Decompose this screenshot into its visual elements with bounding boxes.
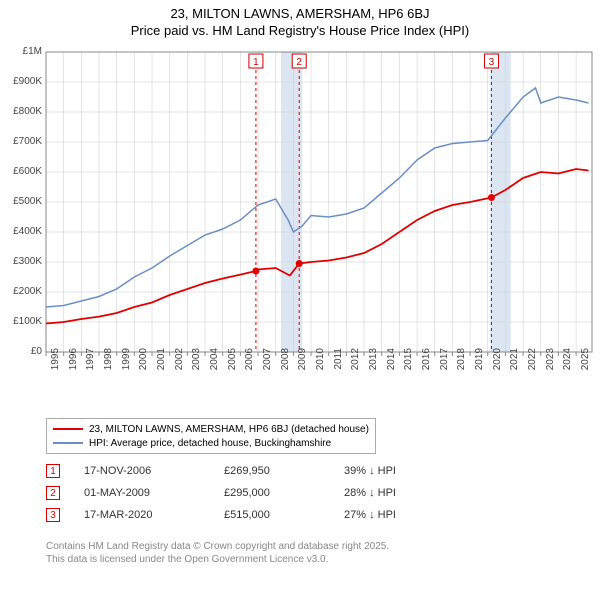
- x-tick-label: 2001: [156, 348, 167, 388]
- legend-label-price: 23, MILTON LAWNS, AMERSHAM, HP6 6BJ (det…: [89, 424, 369, 435]
- legend-swatch-price: [53, 428, 83, 430]
- event-marker-2: 2: [46, 486, 60, 500]
- svg-text:1: 1: [253, 57, 259, 68]
- event-price-2: £295,000: [224, 487, 344, 499]
- event-price-1: £269,950: [224, 465, 344, 477]
- footnote: Contains HM Land Registry data © Crown c…: [46, 540, 389, 566]
- chart-plot-area: 1 2 3 £0 £100K £200K £300K £400K £500K £600K £700…: [0, 42, 600, 412]
- x-tick-label: 2022: [527, 348, 538, 388]
- x-tick-label: 2000: [138, 348, 149, 388]
- y-tick-label: £100K: [0, 316, 42, 327]
- legend-item-hpi: HPI: Average price, detached house, Buck…: [53, 436, 369, 450]
- x-tick-label: 2020: [492, 348, 503, 388]
- y-tick-label: £1M: [0, 46, 42, 57]
- x-tick-label: 1996: [68, 348, 79, 388]
- x-tick-label: 1997: [85, 348, 96, 388]
- y-tick-label: £700K: [0, 136, 42, 147]
- svg-text:2: 2: [296, 57, 302, 68]
- x-tick-label: 2007: [262, 348, 273, 388]
- x-tick-label: 2014: [386, 348, 397, 388]
- x-tick-label: 2002: [174, 348, 185, 388]
- x-tick-label: 2016: [421, 348, 432, 388]
- y-tick-label: £0: [0, 346, 42, 357]
- x-tick-label: 1999: [121, 348, 132, 388]
- event-row-1: 1 17-NOV-2006 £269,950 39% ↓ HPI: [46, 460, 464, 482]
- footnote-line1: Contains HM Land Registry data © Crown c…: [46, 540, 389, 553]
- x-tick-label: 2021: [509, 348, 520, 388]
- x-tick-label: 2005: [227, 348, 238, 388]
- chart-subtitle: Price paid vs. HM Land Registry's House …: [0, 23, 600, 38]
- chart-title-address: 23, MILTON LAWNS, AMERSHAM, HP6 6BJ: [0, 6, 600, 21]
- event-date-1: 17-NOV-2006: [84, 465, 224, 477]
- x-tick-label: 1995: [50, 348, 61, 388]
- y-tick-label: £300K: [0, 256, 42, 267]
- legend-swatch-hpi: [53, 442, 83, 444]
- legend: 23, MILTON LAWNS, AMERSHAM, HP6 6BJ (det…: [46, 418, 376, 454]
- x-tick-label: 2019: [474, 348, 485, 388]
- event-table: 1 17-NOV-2006 £269,950 39% ↓ HPI 2 01-MA…: [46, 460, 464, 526]
- event-marker-3: 3: [46, 508, 60, 522]
- x-tick-label: 2008: [280, 348, 291, 388]
- svg-text:3: 3: [489, 57, 495, 68]
- x-tick-label: 2024: [562, 348, 573, 388]
- y-tick-label: £500K: [0, 196, 42, 207]
- x-tick-label: 1998: [103, 348, 114, 388]
- y-tick-label: £900K: [0, 76, 42, 87]
- x-tick-label: 2010: [315, 348, 326, 388]
- y-tick-label: £600K: [0, 166, 42, 177]
- chart-container: 23, MILTON LAWNS, AMERSHAM, HP6 6BJ Pric…: [0, 0, 600, 590]
- event-pct-1: 39% ↓ HPI: [344, 465, 464, 477]
- event-pct-3: 27% ↓ HPI: [344, 509, 464, 521]
- event-date-3: 17-MAR-2020: [84, 509, 224, 521]
- x-tick-label: 2015: [403, 348, 414, 388]
- x-tick-label: 2009: [297, 348, 308, 388]
- x-tick-label: 2011: [333, 348, 344, 388]
- x-tick-label: 2018: [456, 348, 467, 388]
- event-row-3: 3 17-MAR-2020 £515,000 27% ↓ HPI: [46, 504, 464, 526]
- legend-label-hpi: HPI: Average price, detached house, Buck…: [89, 438, 331, 449]
- legend-item-price: 23, MILTON LAWNS, AMERSHAM, HP6 6BJ (det…: [53, 422, 369, 436]
- y-tick-label: £400K: [0, 226, 42, 237]
- event-marker-1: 1: [46, 464, 60, 478]
- y-tick-label: £200K: [0, 286, 42, 297]
- x-tick-label: 2023: [545, 348, 556, 388]
- x-tick-label: 2025: [580, 348, 591, 388]
- x-tick-label: 2006: [244, 348, 255, 388]
- x-tick-label: 2004: [209, 348, 220, 388]
- x-tick-label: 2013: [368, 348, 379, 388]
- event-date-2: 01-MAY-2009: [84, 487, 224, 499]
- x-tick-label: 2012: [350, 348, 361, 388]
- event-row-2: 2 01-MAY-2009 £295,000 28% ↓ HPI: [46, 482, 464, 504]
- x-tick-label: 2003: [191, 348, 202, 388]
- event-price-3: £515,000: [224, 509, 344, 521]
- y-tick-label: £800K: [0, 106, 42, 117]
- event-pct-2: 28% ↓ HPI: [344, 487, 464, 499]
- title-block: 23, MILTON LAWNS, AMERSHAM, HP6 6BJ Pric…: [0, 0, 600, 38]
- x-tick-label: 2017: [439, 348, 450, 388]
- footnote-line2: This data is licensed under the Open Gov…: [46, 553, 389, 566]
